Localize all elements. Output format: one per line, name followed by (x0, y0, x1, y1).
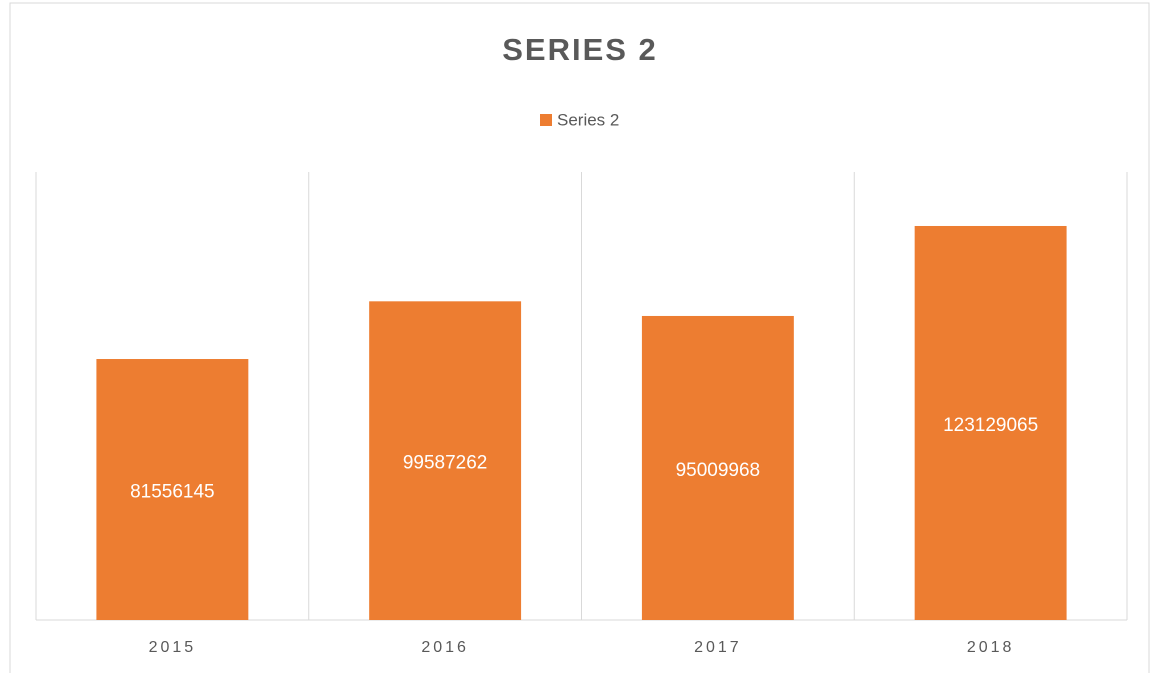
data-label: 95009968 (676, 460, 761, 481)
chart-title: SERIES 2 (502, 32, 658, 67)
data-label: 99587262 (403, 453, 488, 474)
bar (914, 225, 1067, 620)
x-tick-label: 2018 (967, 639, 1015, 656)
data-label: 81556145 (130, 482, 215, 503)
legend-swatch (540, 114, 552, 126)
bar (96, 359, 249, 620)
x-tick-label: 2017 (694, 639, 742, 656)
legend-label: Series 2 (557, 110, 619, 129)
x-tick-label: 2015 (149, 639, 197, 656)
bar (369, 301, 522, 620)
bar (641, 315, 794, 620)
data-label: 123129065 (943, 415, 1038, 436)
x-tick-label: 2016 (421, 639, 469, 656)
